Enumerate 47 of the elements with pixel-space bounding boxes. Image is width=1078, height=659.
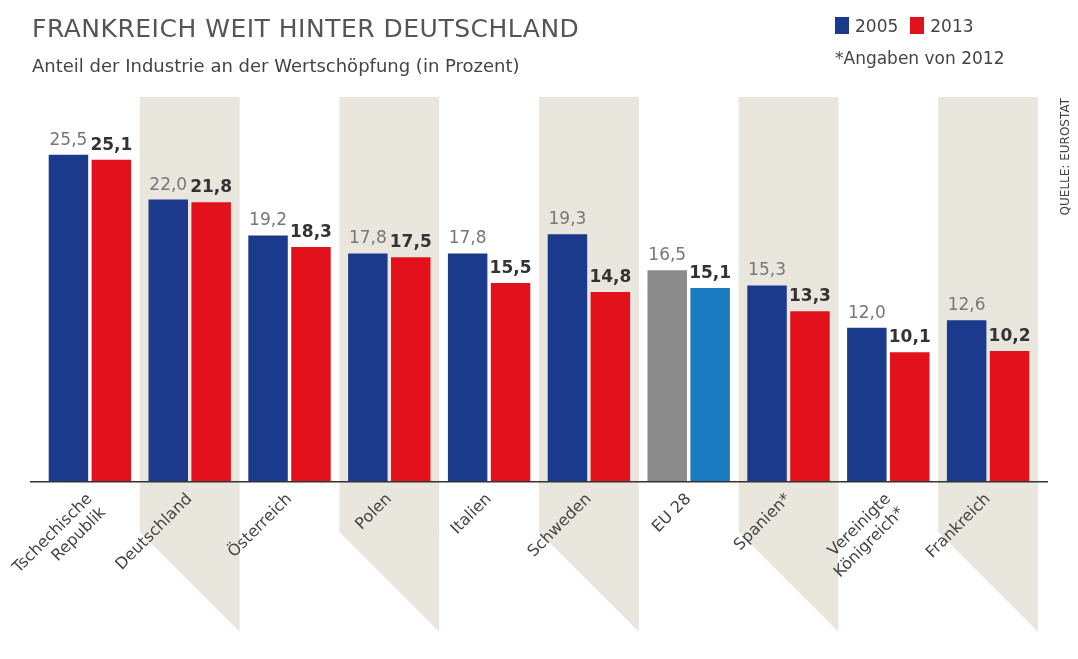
data-label: 22,0 — [149, 173, 188, 194]
bar — [946, 320, 987, 482]
data-label: 15,5 — [489, 256, 532, 277]
bar — [890, 352, 930, 482]
data-label: 18,3 — [289, 220, 332, 241]
data-label: 25,1 — [90, 133, 133, 154]
source-note: QUELLE: EUROSTAT — [1058, 98, 1072, 216]
x-tick-label: EU 28 — [647, 488, 695, 536]
bar — [391, 257, 431, 482]
data-label: 17,5 — [389, 231, 432, 252]
data-label: 15,3 — [748, 259, 786, 280]
data-label: 25,5 — [49, 128, 88, 149]
data-label: 10,2 — [988, 324, 1031, 345]
text: *Angaben von 2012 — [835, 48, 1005, 68]
bar — [647, 270, 687, 482]
bar — [590, 291, 631, 482]
data-label: 17,8 — [348, 227, 387, 248]
data-label: 13,3 — [788, 285, 831, 306]
bar — [348, 253, 388, 482]
data-label: 10,1 — [888, 326, 931, 347]
data-label: 12,6 — [947, 294, 986, 315]
data-label: 19,2 — [249, 209, 287, 230]
legend-label: 2005 — [854, 16, 899, 36]
bar — [747, 285, 787, 482]
data-label: 15,1 — [689, 262, 732, 283]
legend-label: 2013 — [929, 16, 974, 36]
bar — [248, 235, 288, 482]
bar — [790, 311, 830, 482]
data-label: 21,8 — [190, 176, 233, 197]
bar — [447, 253, 488, 482]
data-label: 16,5 — [648, 244, 687, 265]
data-label: 17,8 — [448, 227, 487, 248]
bar — [148, 199, 188, 482]
bar — [690, 288, 730, 482]
bar — [490, 282, 531, 482]
chart-title: FRANKREICH WEIT HINTER DEUTSCHLAND — [32, 14, 580, 43]
chart-subtitle: Anteil der Industrie an der Wertschöpfung (in Prozent) — [32, 55, 520, 76]
bar — [291, 247, 331, 482]
bar — [989, 350, 1030, 482]
bar — [48, 154, 89, 482]
bar — [191, 202, 231, 482]
bar — [547, 234, 588, 482]
data-label: 14,8 — [589, 265, 632, 286]
data-label: 19,3 — [548, 208, 587, 229]
bar — [91, 159, 132, 482]
data-label: 12,0 — [847, 301, 886, 322]
bar — [847, 327, 887, 482]
